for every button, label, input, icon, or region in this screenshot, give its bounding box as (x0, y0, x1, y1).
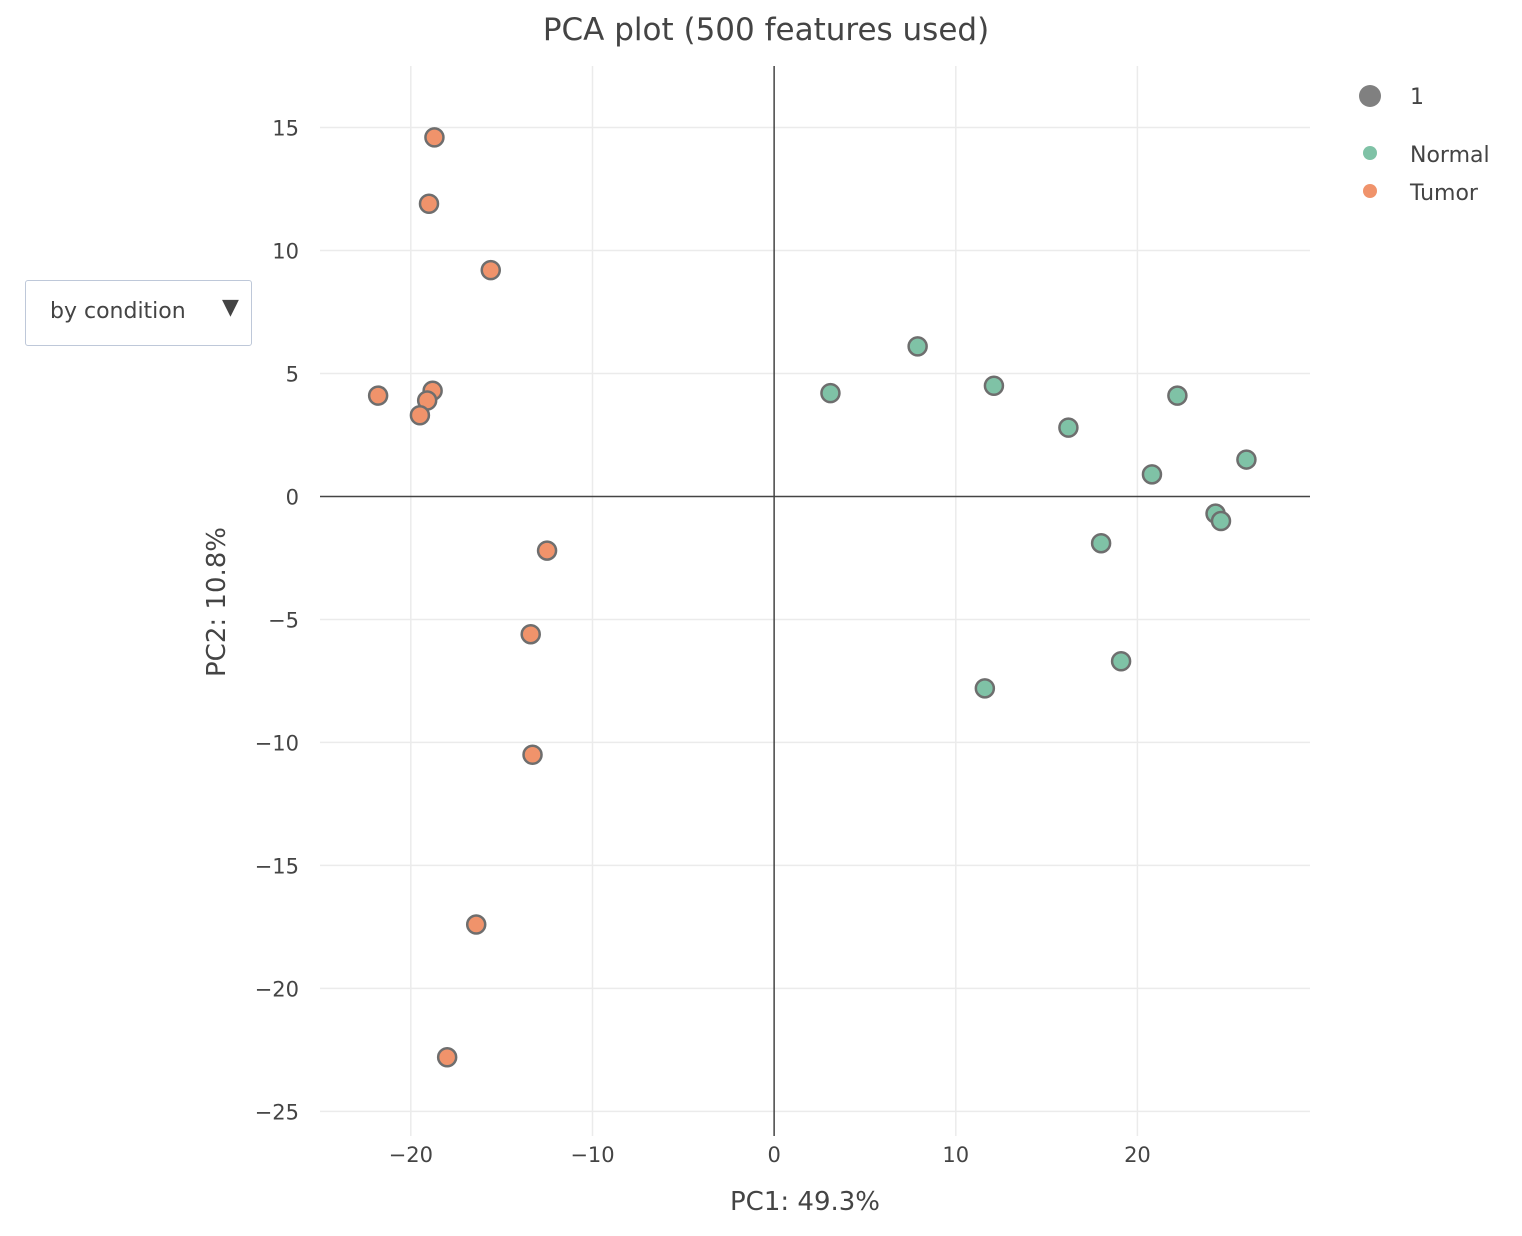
x-tick-label: −20 (389, 1143, 433, 1167)
point-normal[interactable] (1090, 532, 1112, 554)
size-legend-label: 1 (1410, 85, 1424, 110)
point-normal[interactable] (1210, 510, 1232, 532)
data-points (367, 127, 1257, 1068)
dropdown-arrow-icon: ▼ (222, 295, 239, 320)
y-tick-label: 5 (286, 362, 299, 386)
chart-title: PCA plot (500 features used) (543, 12, 989, 48)
color-by-dropdown[interactable]: by condition ▼ (25, 280, 252, 346)
point-tumor[interactable] (536, 540, 558, 561)
point-tumor[interactable] (522, 744, 543, 765)
x-tick-label: 20 (1124, 1143, 1151, 1167)
zero-lines (320, 66, 1310, 1136)
legend-normal-marker (1363, 146, 1377, 160)
point-tumor[interactable] (367, 385, 389, 406)
point-normal[interactable] (1058, 417, 1079, 438)
point-tumor[interactable] (409, 405, 431, 426)
point-normal[interactable] (1236, 449, 1257, 470)
point-tumor[interactable] (424, 127, 445, 148)
size-legend-marker (1359, 85, 1381, 107)
legend-item-tumor[interactable]: Tumor (1363, 181, 1479, 206)
legend-item-normal[interactable]: Normal (1363, 143, 1490, 168)
point-tumor[interactable] (520, 623, 541, 645)
y-tick-label: −5 (268, 608, 299, 632)
point-normal[interactable] (1141, 464, 1163, 485)
y-tick-label: −15 (255, 854, 299, 878)
x-axis-title: PC1: 49.3% (730, 1187, 880, 1217)
point-normal[interactable] (1167, 385, 1188, 406)
point-tumor[interactable] (418, 193, 440, 214)
x-tick-label: 0 (767, 1143, 780, 1167)
legend-tumor-marker (1363, 184, 1377, 198)
point-normal[interactable] (820, 382, 841, 404)
y-tick-label: 0 (286, 485, 299, 509)
y-tick-label: −25 (255, 1100, 299, 1124)
point-normal[interactable] (974, 678, 996, 699)
x-tick-label: 10 (942, 1143, 969, 1167)
tick-labels: −20 −10 0 10 20 15 10 5 0 −5 −10 −15 −20 −25 (255, 116, 1151, 1167)
y-tick-label: −10 (255, 731, 299, 755)
legend-normal-label: Normal (1410, 143, 1490, 168)
point-normal[interactable] (983, 375, 1005, 397)
point-tumor[interactable] (436, 1047, 458, 1068)
y-axis-title: PC2: 10.8% (202, 527, 232, 677)
y-tick-label: 10 (272, 239, 299, 263)
point-normal[interactable] (907, 336, 928, 357)
y-tick-label: 15 (272, 116, 299, 140)
legend-tumor-label: Tumor (1409, 181, 1479, 206)
grid-layer (320, 66, 1310, 1136)
legend: 1 Normal Tumor (1359, 85, 1490, 206)
dropdown-label: by condition (50, 299, 186, 324)
point-normal[interactable] (1110, 651, 1132, 672)
point-tumor[interactable] (465, 914, 487, 935)
x-tick-label: −10 (570, 1143, 614, 1167)
point-tumor[interactable] (480, 259, 502, 281)
y-tick-label: −20 (255, 977, 299, 1001)
